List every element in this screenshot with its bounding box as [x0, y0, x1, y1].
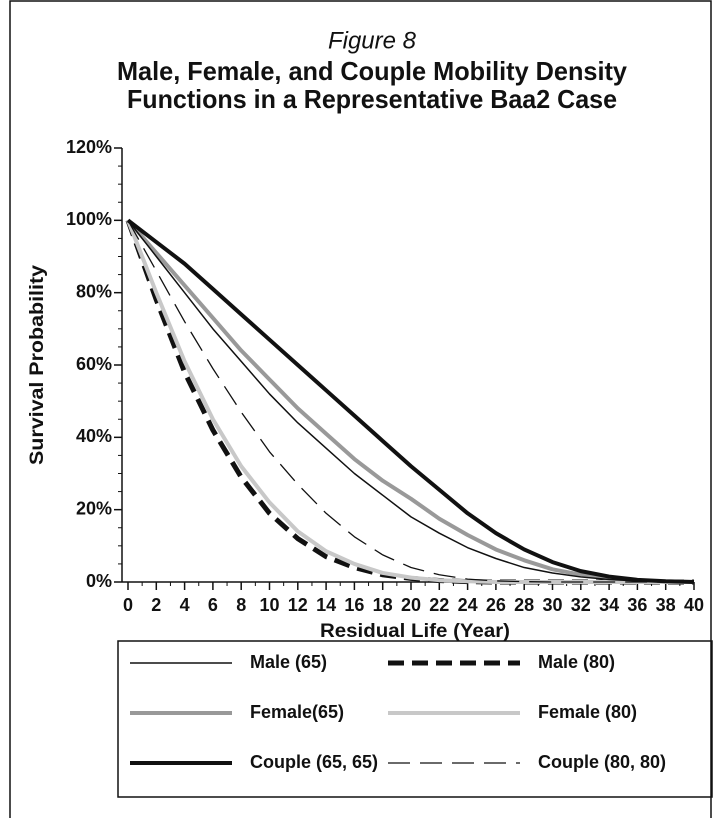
y-tick-label: 80%: [76, 281, 112, 301]
y-tick-label: 120%: [66, 137, 112, 157]
frame: [9, 0, 712, 818]
series-line: [126, 219, 695, 584]
x-tick-label: 12: [288, 595, 308, 615]
chart-title: Male, Female, and Couple Mobility Densit…: [117, 56, 628, 86]
x-tick-label: 20: [401, 595, 421, 615]
y-tick-label: 40%: [76, 426, 112, 446]
y-tick-label: 0%: [86, 571, 112, 591]
legend-label: Female (80): [538, 702, 637, 722]
x-tick-label: 40: [684, 595, 704, 615]
x-tick-label: 34: [599, 595, 619, 615]
x-axis-title: Residual Life (Year): [320, 621, 510, 642]
legend-label: Couple (80, 80): [538, 752, 666, 772]
x-tick-label: 14: [316, 595, 336, 615]
y-axis-title: Survival Probability: [27, 265, 48, 465]
x-tick-label: 22: [429, 595, 449, 615]
x-tick-label: 30: [542, 595, 562, 615]
x-tick-label: 6: [208, 595, 218, 615]
chart-title: Functions in a Representative Baa2 Case: [127, 84, 617, 114]
x-tick-label: 24: [458, 595, 478, 615]
x-tick-label: 38: [656, 595, 676, 615]
legend-label: Male (80): [538, 652, 615, 672]
y-tick-label: 20%: [76, 498, 112, 518]
series-line: [127, 219, 695, 583]
legend-label: Couple (65, 65): [250, 752, 378, 772]
x-tick-label: 8: [236, 595, 246, 615]
legend-label: Male (65): [250, 652, 327, 672]
x-tick-label: 26: [486, 595, 506, 615]
x-tick-label: 18: [373, 595, 393, 615]
series-line: [127, 220, 694, 583]
x-tick-label: 28: [514, 595, 534, 615]
x-tick-label: 0: [123, 595, 133, 615]
series-line: [126, 218, 695, 584]
legend-box: [117, 640, 713, 798]
x-tick-label: 2: [151, 595, 161, 615]
x-tick-label: 16: [344, 595, 364, 615]
figure-label: Figure 8: [328, 27, 417, 54]
legend-label: Female(65): [250, 702, 344, 722]
y-tick-label: 100%: [66, 209, 112, 229]
series-line: [126, 219, 694, 584]
x-tick-label: 36: [627, 595, 647, 615]
y-tick-label: 60%: [76, 354, 112, 374]
x-tick-label: 4: [180, 595, 190, 615]
x-tick-label: 32: [571, 595, 591, 615]
x-tick-label: 10: [259, 595, 279, 615]
series-line: [125, 219, 694, 585]
